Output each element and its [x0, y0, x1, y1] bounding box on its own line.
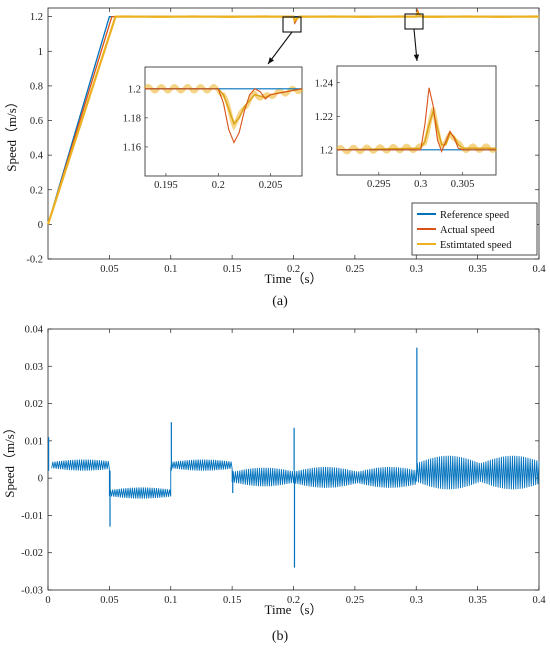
y-tick-label: 1 — [38, 47, 43, 58]
inset-y-tick-label: 1.22 — [315, 112, 333, 123]
zoom-arrow — [267, 31, 293, 65]
x-tick-label: 0.35 — [468, 264, 486, 275]
panel-b: 0 0.05 0.1 0.15 0.2 0.25 0.3 0.35 0.4 -0.03 -0.02 -… — [2, 325, 546, 645]
x-tick-label: 0.25 — [346, 595, 364, 606]
inset-1: 0.195 0.2 0.205 1.16 1.18 1.2 — [123, 66, 304, 191]
inset-x-tick-label: 0.3 — [414, 179, 427, 190]
y-tick-label: 0 — [38, 474, 43, 485]
caption-a: (a) — [272, 294, 288, 309]
y-tick-label: -0.02 — [21, 548, 43, 559]
inset-estimated-speed-line — [336, 108, 496, 151]
inset-x-tick-label: 0.305 — [451, 179, 475, 190]
y-tick-label: 0.02 — [25, 399, 43, 410]
caption-b: (b) — [272, 629, 289, 644]
x-tick-label: 0.25 — [346, 264, 364, 275]
y-tick-label: -0.03 — [21, 586, 43, 597]
zoom-arrowhead — [413, 54, 420, 61]
legend-label: Reference speed — [440, 210, 510, 221]
zoom-box — [282, 16, 302, 33]
inset-plot-area — [336, 65, 497, 176]
inset-2: 0.295 0.3 0.305 1.2 1.22 1.24 — [315, 65, 498, 190]
x-tick-label: 0 — [45, 595, 50, 606]
y-tick-label: 0.6 — [30, 116, 43, 127]
panel-a: 0.05 0.1 0.15 0.2 0.25 0.3 0.35 0.4 -0.2 0 0.2 0.4 0… — [4, 7, 546, 309]
legend-label: Estimtated speed — [440, 240, 512, 251]
estimated-speed-ripple — [116, 15, 538, 18]
x-tick-label: 0.4 — [532, 264, 546, 275]
plot-area — [47, 328, 540, 591]
inset-y-tick-label: 1.18 — [123, 113, 141, 124]
y-tick-label: 0.2 — [30, 185, 43, 196]
x-tick-label: 0.15 — [223, 264, 241, 275]
inset-actual-speed-line — [337, 87, 496, 154]
y-tick-label: 0 — [38, 220, 43, 231]
inset-x-tick-label: 0.205 — [259, 180, 283, 191]
x-tick-label: 0.05 — [100, 264, 118, 275]
legend-label: Actual speed — [440, 225, 495, 236]
x-axis-label: Time（s） — [264, 271, 322, 286]
x-axis-label: Time（s） — [264, 602, 322, 617]
y-tick-label: 0.4 — [30, 151, 44, 162]
x-tick-label: 0.05 — [100, 595, 118, 606]
y-tick-label: 1.2 — [30, 12, 43, 23]
legend: Reference speed Actual speed Estimtated sp… — [411, 202, 538, 256]
inset-estimated-speed-line — [145, 88, 303, 126]
inset-x-tick-label: 0.2 — [212, 180, 225, 191]
x-tick-label: 0.3 — [410, 264, 423, 275]
inset-y-tick-label: 1.2 — [128, 84, 141, 95]
y-axis-label: Speed（m/s） — [2, 421, 17, 498]
x-tick-label: 0.1 — [164, 595, 177, 606]
inset-x-tick-label: 0.295 — [367, 179, 391, 190]
x-tick-label: 0.2 — [287, 595, 300, 606]
inset-actual-speed-line — [145, 88, 303, 144]
x-tick-label: 0.35 — [468, 595, 486, 606]
y-tick-label: -0.2 — [26, 255, 43, 266]
y-tick-label: -0.01 — [21, 511, 43, 522]
x-tick-label: 0.15 — [223, 595, 241, 606]
x-tick-label: 0.2 — [287, 264, 300, 275]
x-tick-label: 0.1 — [164, 264, 177, 275]
y-tick-label: 0.01 — [25, 436, 43, 447]
inset-plot-area — [144, 66, 303, 177]
inset-y-tick-label: 1.2 — [320, 145, 333, 156]
zoom-arrowhead — [268, 57, 275, 64]
x-tick-label: 0.3 — [410, 595, 423, 606]
inset-y-tick-label: 1.16 — [123, 142, 141, 153]
x-tick-label: 0.4 — [532, 595, 546, 606]
inset-y-tick-label: 1.24 — [315, 78, 334, 89]
speed-error-line — [51, 455, 540, 499]
y-axis-label: Speed（m/s） — [4, 95, 19, 172]
y-tick-label: 0.04 — [25, 325, 44, 336]
y-tick-label: 0.03 — [25, 362, 43, 373]
inset-x-tick-label: 0.195 — [154, 180, 178, 191]
y-tick-label: 0.8 — [30, 81, 43, 92]
